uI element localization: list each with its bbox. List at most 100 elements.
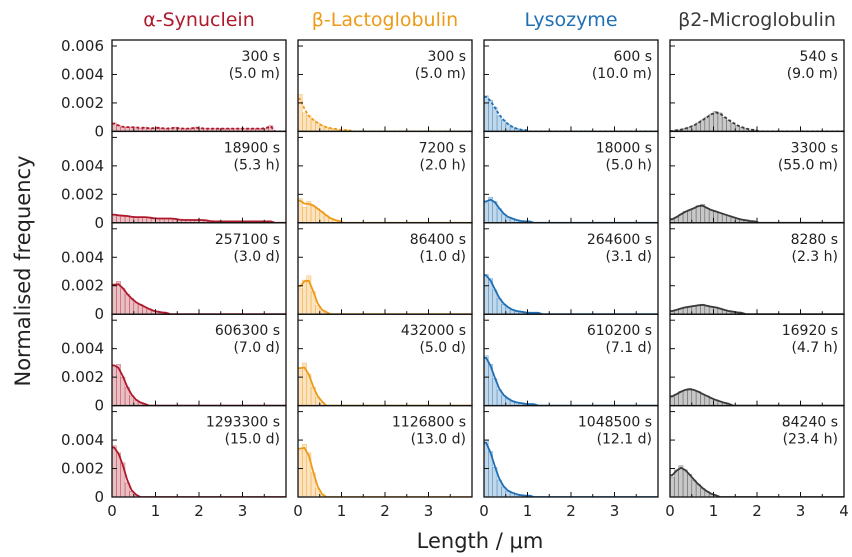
- x-tick-label: 0: [293, 502, 303, 520]
- histogram-bar: [112, 445, 117, 498]
- histogram-bar: [112, 365, 117, 406]
- time-label: 8280 s: [791, 232, 838, 248]
- panel: 264600 s(3.1 d): [483, 222, 659, 315]
- x-tick-label: 3: [610, 502, 620, 520]
- time-label: 600 s: [614, 49, 652, 65]
- fit-curve: [112, 213, 286, 223]
- histogram-bar: [302, 206, 308, 223]
- x-tick-label: 3: [796, 502, 806, 520]
- time-alt-label: (12.1 d): [597, 432, 652, 448]
- x-tick-label: 2: [194, 502, 204, 520]
- fit-curve: [670, 466, 844, 498]
- y-tick-label: 0.004: [61, 248, 104, 266]
- time-alt-label: (9.0 m): [787, 66, 838, 82]
- time-label: 300 s: [428, 49, 466, 65]
- histogram-bar: [310, 205, 316, 223]
- time-alt-label: (7.1 d): [605, 340, 652, 356]
- histogram-bar: [704, 208, 710, 223]
- histogram-bar: [129, 216, 135, 223]
- column-title: Lysozyme: [524, 9, 617, 31]
- panel: 16920 s(4.7 h): [669, 313, 845, 407]
- histogram-bar: [713, 111, 719, 132]
- y-tick-label: 0: [94, 488, 104, 506]
- histogram-bar: [678, 465, 684, 498]
- column-title: β-Lactoglobulin: [312, 9, 458, 31]
- y-tick-label: 0.004: [61, 431, 104, 449]
- histogram-bar: [682, 469, 688, 498]
- panel: 540 s(9.0 m): [669, 39, 845, 133]
- histogram-bar: [298, 198, 303, 223]
- y-axis-label: Normalised frequency: [11, 155, 35, 386]
- histogram-bar: [700, 203, 706, 223]
- panel: 257100 s(3.0 d): [111, 222, 287, 315]
- histogram-bar: [315, 122, 321, 132]
- time-label: 1126800 s: [392, 415, 466, 431]
- time-alt-label: (55.0 m): [778, 157, 838, 173]
- y-tick-label: 0: [94, 214, 104, 232]
- histogram-bar: [670, 396, 675, 406]
- fit-curve: [298, 199, 472, 223]
- histogram-bar: [687, 209, 693, 223]
- fit-curve: [484, 274, 658, 315]
- panel: 300 s(5.0 m): [297, 39, 473, 133]
- histogram-bar: [298, 94, 303, 132]
- histogram-bar: [298, 288, 303, 315]
- time-alt-label: (5.0 h): [605, 157, 652, 173]
- fit-curve: [112, 283, 286, 315]
- x-tick-label: 2: [752, 502, 762, 520]
- panel: 3300 s(55.0 m): [669, 130, 845, 224]
- histogram-bar: [492, 106, 498, 132]
- panel: 600 s(10.0 m): [483, 39, 659, 133]
- histogram-bar: [120, 288, 126, 315]
- time-alt-label: (3.1 d): [605, 249, 652, 265]
- x-tick-label: 1: [709, 502, 719, 520]
- histogram-bar: [116, 125, 121, 132]
- histogram-bar: [116, 215, 121, 223]
- x-tick-label: 3: [238, 502, 248, 520]
- histogram-bar: [306, 201, 312, 223]
- fit-curve: [112, 364, 286, 406]
- y-tick-label: 0: [94, 397, 104, 415]
- time-alt-label: (5.0 m): [229, 66, 280, 82]
- fit-curve: [670, 111, 844, 132]
- histogram-bar: [310, 119, 316, 132]
- histogram-bar: [319, 125, 325, 132]
- y-tick-label: 0.006: [61, 37, 104, 55]
- histogram-bar: [496, 115, 502, 132]
- histogram-bar: [306, 452, 312, 498]
- histogram-bar: [306, 115, 312, 132]
- time-alt-label: (10.0 m): [592, 66, 652, 82]
- fit-curve: [112, 122, 286, 132]
- column-title: β2-Microglobulin: [678, 9, 836, 31]
- panel: 1048500 s(12.1 d): [483, 404, 659, 498]
- time-alt-label: (23.4 h): [783, 432, 838, 448]
- fit-curve: [112, 446, 286, 498]
- fit-curve: [484, 357, 658, 406]
- fit-curve: [298, 447, 472, 498]
- histogram-bar: [717, 212, 723, 223]
- histogram-bar: [484, 95, 489, 132]
- histogram-bar: [691, 389, 697, 406]
- panels: 300 s(5.0 m)18900 s(5.3 h)257100 s(3.0 d…: [111, 39, 845, 498]
- histogram-bar: [695, 391, 701, 406]
- histogram-bar: [501, 119, 507, 132]
- histogram-bar: [695, 205, 701, 223]
- fit-curve: [484, 442, 658, 498]
- x-tick-label: 0: [479, 502, 489, 520]
- time-label: 540 s: [800, 49, 838, 65]
- time-label: 432000 s: [401, 323, 466, 339]
- time-label: 1293300 s: [206, 415, 280, 431]
- histogram-bar: [116, 281, 121, 315]
- histogram-bar: [682, 389, 688, 406]
- time-label: 18900 s: [224, 140, 280, 156]
- time-alt-label: (15.0 d): [225, 432, 280, 448]
- histogram-bar: [484, 355, 489, 406]
- x-tick-label: 4: [839, 502, 849, 520]
- time-alt-label: (4.7 h): [791, 340, 838, 356]
- panel: 86400 s(1.0 d): [297, 222, 473, 315]
- panel: 84240 s(23.4 h): [669, 404, 845, 498]
- histogram-bar: [691, 208, 697, 223]
- histogram-bar: [708, 306, 714, 315]
- y-tick-label: 0: [94, 122, 104, 140]
